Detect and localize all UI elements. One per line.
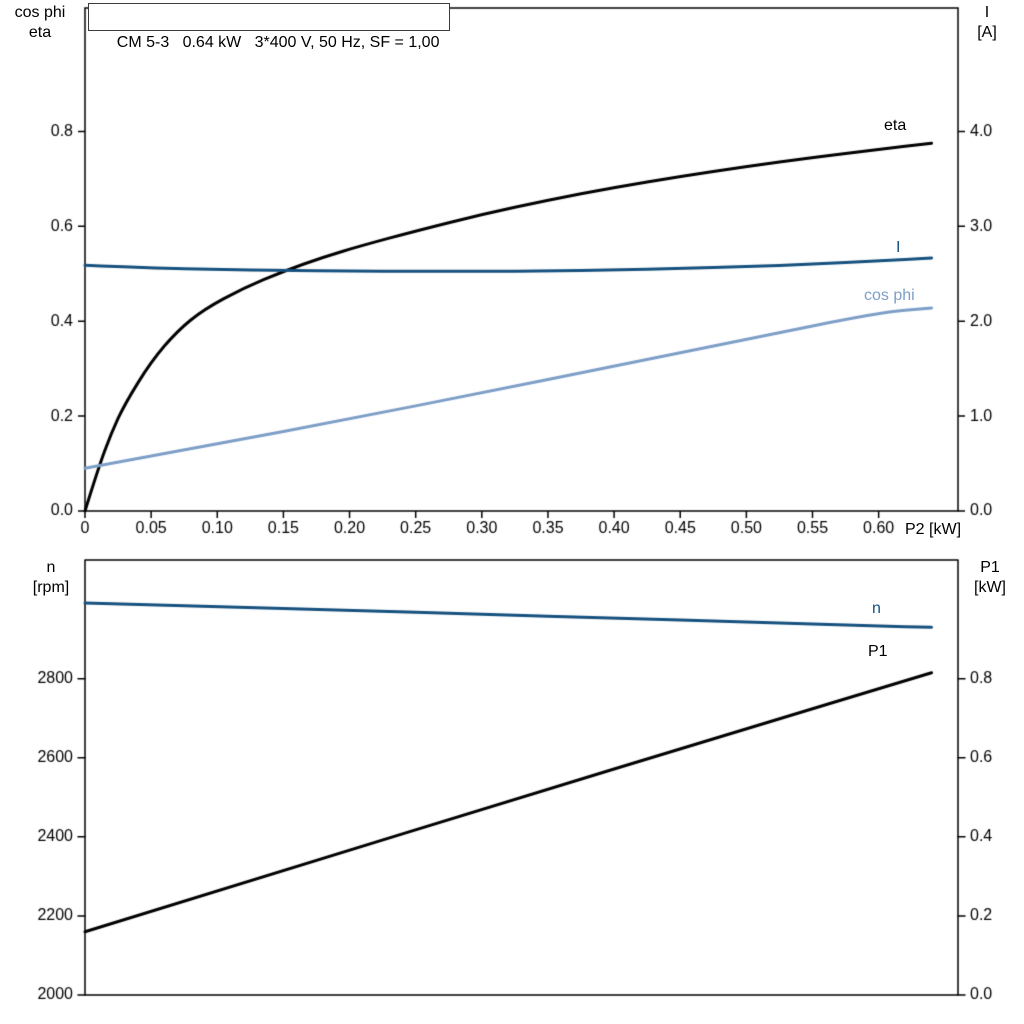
chart-title-box: CM 5-3 0.64 kW 3*400 V, 50 Hz, SF = 1,00 bbox=[88, 3, 451, 51]
bottom-right-axis-title-line1: P1 bbox=[980, 559, 1000, 576]
bottom-left-axis-title: n [rpm] bbox=[14, 558, 88, 598]
top-right-axis-title: I [A] bbox=[960, 3, 1014, 43]
bottom-right-axis-title: P1 [kW] bbox=[960, 558, 1020, 598]
x-axis-title: P2 [kW] bbox=[905, 521, 962, 538]
eta-curve-label: eta bbox=[884, 117, 907, 134]
top-right-axis-title-line2: [A] bbox=[977, 24, 997, 41]
speed-curve-label: n bbox=[872, 600, 881, 617]
chart-title: CM 5-3 0.64 kW 3*400 V, 50 Hz, SF = 1,00 bbox=[116, 34, 440, 51]
top-left-axis-title-line2: eta bbox=[28, 24, 52, 41]
current-curve-label: I bbox=[896, 239, 901, 256]
cos-phi-curve-label: cos phi bbox=[864, 287, 915, 304]
top-left-axis-title-line1: cos phi bbox=[14, 4, 66, 21]
p1-curve-label: P1 bbox=[868, 643, 888, 660]
top-right-axis-title-line1: I bbox=[984, 4, 990, 21]
bottom-left-axis-title-line2: [rpm] bbox=[32, 579, 70, 596]
top-left-axis-title: cos phi eta bbox=[4, 3, 76, 43]
bottom-left-axis-title-line1: n bbox=[46, 559, 56, 576]
bottom-right-axis-title-line2: [kW] bbox=[974, 579, 1006, 596]
